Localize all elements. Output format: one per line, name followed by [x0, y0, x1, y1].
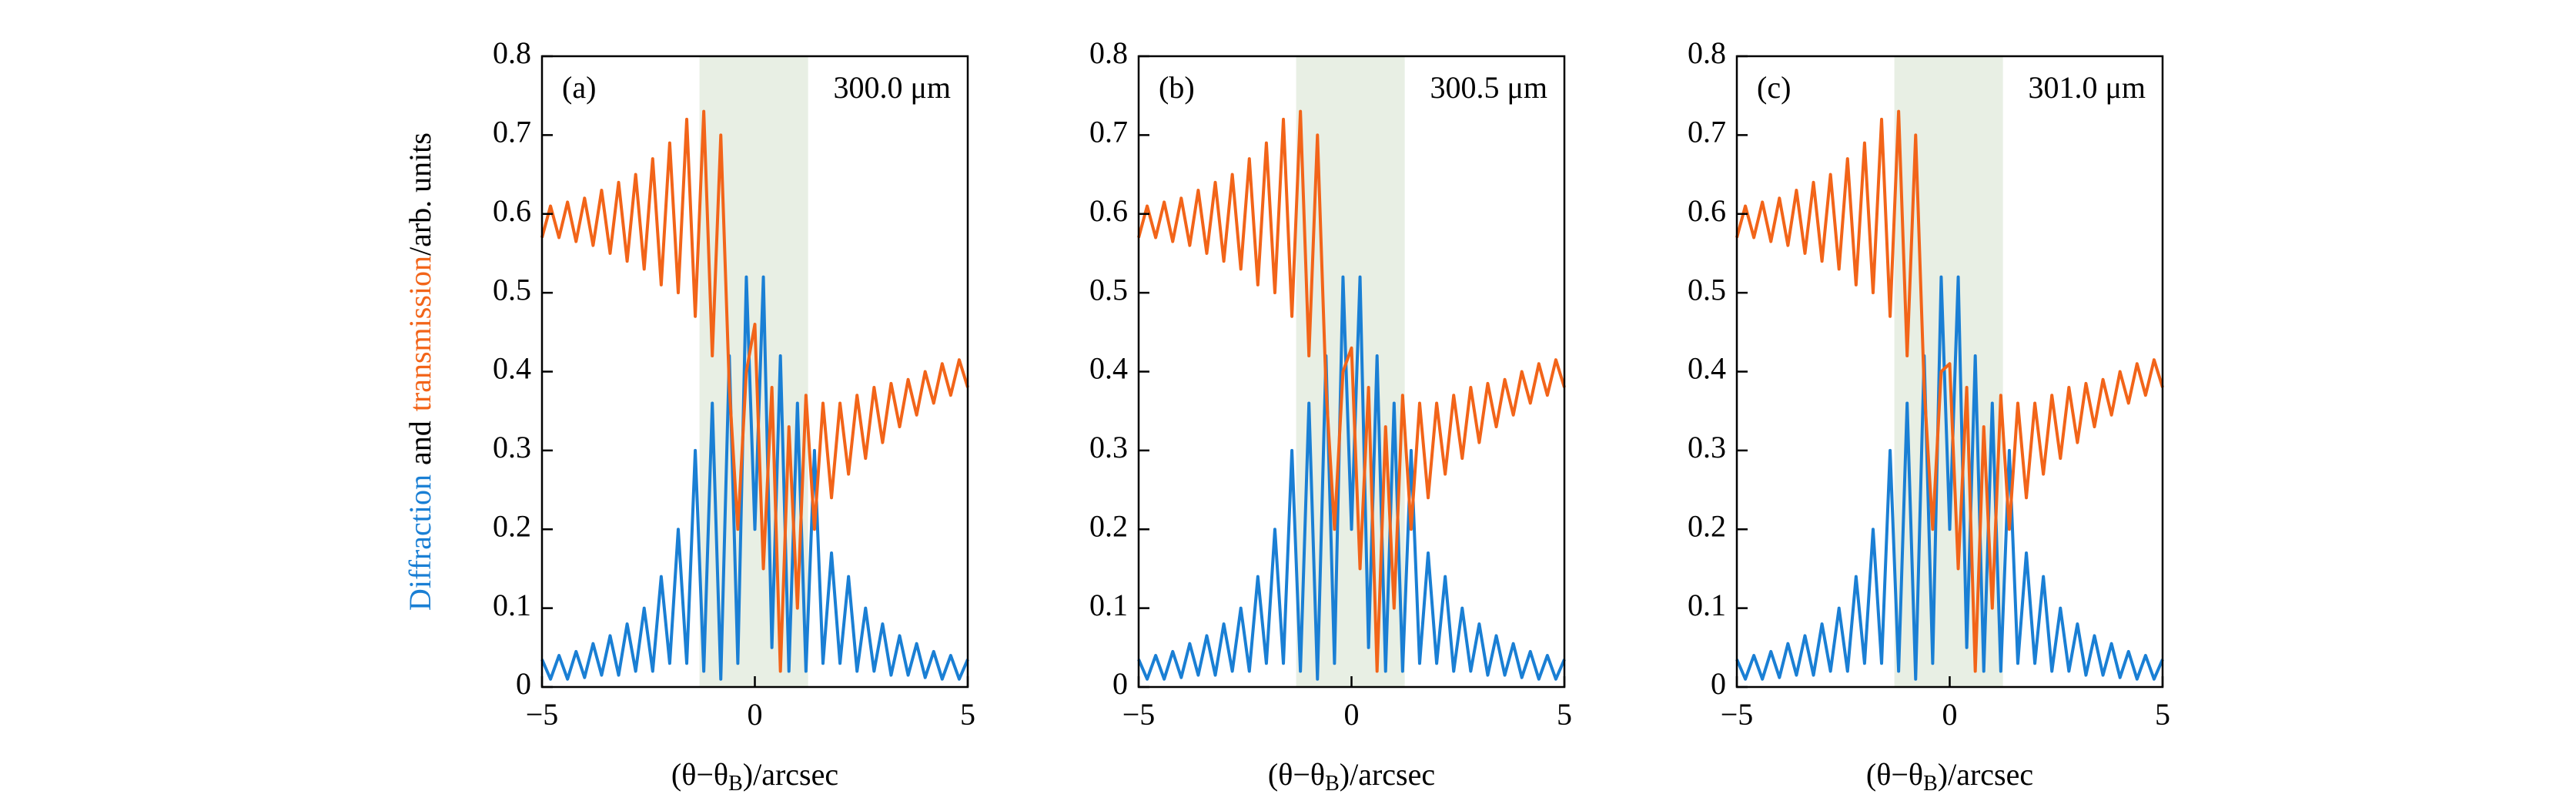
panel-label: (b) — [1159, 70, 1195, 105]
y-tick-label: 0.3 — [493, 430, 531, 464]
y-tick-label: 0.4 — [493, 351, 531, 386]
y-tick-label: 0.5 — [493, 272, 531, 307]
x-label-part: )/arcsec — [1340, 757, 1435, 792]
x-tick-label: 0 — [1344, 697, 1360, 732]
y-tick-label: 0.2 — [1089, 508, 1128, 543]
x-label-part: )/arcsec — [1938, 757, 2033, 792]
x-tick-label: −5 — [526, 697, 559, 732]
x-tick-label: −5 — [1122, 697, 1156, 732]
annotation: 300.5 μm — [1430, 70, 1547, 105]
y-tick-label: 0 — [1112, 666, 1128, 701]
y-tick-label: 0 — [1711, 666, 1726, 701]
panel-label: (c) — [1757, 70, 1791, 105]
x-label-part: (θ−θ — [1866, 757, 1923, 792]
y-tick-label: 0.2 — [1688, 508, 1726, 543]
x-label-subscript: B — [1923, 772, 1938, 796]
y-axis-label: Diffraction and transmission/arb. units — [403, 132, 437, 611]
y-tick-label: 0.7 — [1089, 115, 1128, 149]
x-tick-label: 0 — [1942, 697, 1958, 732]
y-tick-label: 0.5 — [1089, 272, 1128, 307]
x-label-part: )/arcsec — [743, 757, 838, 792]
y-tick-label: 0.2 — [493, 508, 531, 543]
y-tick-label: 0.1 — [493, 588, 531, 622]
y-tick-label: 0.1 — [1089, 588, 1128, 622]
x-tick-label: 5 — [1557, 697, 1572, 732]
y-tick-label: 0.3 — [1688, 430, 1726, 464]
y-tick-label: 0.6 — [1688, 193, 1726, 228]
series-line — [1735, 109, 2164, 673]
panel-label: (a) — [562, 70, 596, 105]
series-line — [540, 109, 969, 673]
annotation: 300.0 μm — [833, 70, 951, 105]
y-tick-label: 0.8 — [493, 35, 531, 70]
y-label-part: Diffraction — [403, 474, 437, 611]
x-tick-label: 5 — [2155, 697, 2170, 732]
x-label-subscript: B — [728, 772, 743, 796]
y-tick-label: 0.8 — [1089, 35, 1128, 70]
x-tick-label: −5 — [1721, 697, 1754, 732]
y-label-part: transmission — [403, 256, 437, 411]
annotation: 301.0 μm — [2028, 70, 2146, 105]
x-axis-label: (θ−θB)/arcsec — [1866, 757, 2033, 796]
x-tick-label: 5 — [960, 697, 975, 732]
series-line — [1137, 109, 1566, 673]
x-axis-label: (θ−θB)/arcsec — [671, 757, 838, 796]
series-line — [540, 275, 969, 681]
y-tick-label: 0 — [516, 666, 531, 701]
x-label-part: (θ−θ — [671, 757, 728, 792]
y-tick-label: 0.3 — [1089, 430, 1128, 464]
y-tick-label: 0.5 — [1688, 272, 1726, 307]
y-label-part: /arb. units — [403, 132, 437, 256]
y-tick-label: 0.4 — [1089, 351, 1128, 386]
x-label-part: (θ−θ — [1268, 757, 1325, 792]
y-tick-label: 0.7 — [493, 115, 531, 149]
y-tick-label: 0.4 — [1688, 351, 1726, 386]
x-axis-label: (θ−θB)/arcsec — [1268, 757, 1435, 796]
y-tick-label: 0.8 — [1688, 35, 1726, 70]
x-tick-label: 0 — [748, 697, 763, 732]
series-line — [1137, 275, 1566, 681]
y-label-part: and — [403, 421, 437, 465]
y-tick-label: 0.6 — [493, 193, 531, 228]
x-label-subscript: B — [1325, 772, 1340, 796]
y-tick-label: 0.7 — [1688, 115, 1726, 149]
series-line — [1735, 275, 2164, 681]
y-tick-label: 0.6 — [1089, 193, 1128, 228]
y-tick-label: 0.1 — [1688, 588, 1726, 622]
